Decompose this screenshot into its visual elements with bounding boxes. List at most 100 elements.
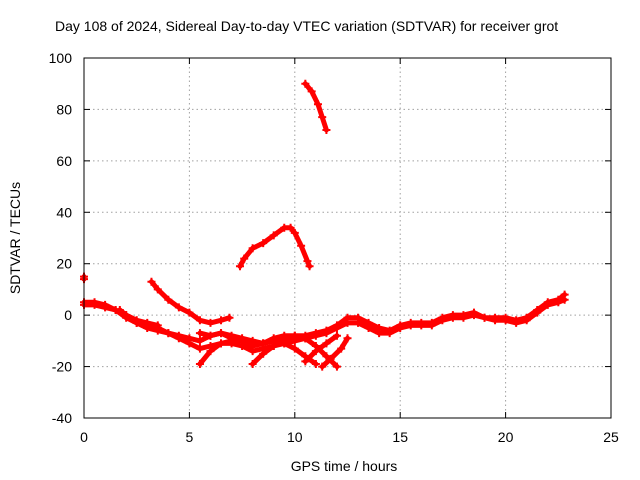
series-track-5 — [147, 277, 234, 327]
y-tick-labels: 100 80 60 40 20 0 -20 -40 — [49, 50, 73, 426]
data-point — [206, 331, 215, 340]
data-point — [326, 354, 335, 363]
series-line — [149, 279, 232, 326]
series-track-11 — [235, 223, 314, 271]
data-point — [235, 262, 244, 271]
data-point — [311, 347, 320, 356]
data-point — [385, 329, 394, 338]
y-tick-label: 80 — [56, 101, 72, 117]
data-point — [438, 316, 447, 325]
series-line — [237, 225, 313, 269]
data-point — [313, 100, 322, 109]
x-axis-label: GPS time / hours — [291, 458, 398, 474]
data-point — [206, 347, 215, 356]
data-point — [195, 360, 204, 368]
x-tick-label: 0 — [80, 429, 88, 445]
series-track-8 — [248, 331, 341, 371]
data-point — [164, 295, 173, 304]
data-point — [322, 339, 331, 348]
data-point — [396, 324, 405, 332]
y-axis-label: SDTVAR / TECUs — [7, 182, 23, 294]
x-tick-label: 20 — [498, 429, 514, 445]
data-point — [375, 329, 384, 338]
data-point — [248, 360, 257, 368]
data-point — [301, 334, 310, 343]
data-point — [322, 126, 331, 134]
data-point — [174, 334, 183, 343]
grid-lines — [84, 58, 611, 418]
data-point — [259, 239, 268, 248]
y-tick-label: 60 — [56, 153, 72, 169]
data-point — [259, 339, 268, 348]
data-point — [225, 313, 234, 322]
series-line — [319, 335, 350, 370]
data-point — [322, 352, 331, 361]
data-point — [343, 334, 352, 343]
data-point — [364, 324, 373, 332]
data-point — [290, 228, 299, 237]
data-point — [238, 336, 247, 345]
data-point — [332, 362, 341, 371]
data-point — [343, 318, 352, 327]
data-point — [147, 277, 156, 286]
data-point — [301, 357, 310, 366]
data-point — [248, 347, 257, 356]
data-point — [269, 342, 278, 350]
data-point — [259, 349, 268, 358]
data-point — [318, 362, 327, 371]
data-point — [286, 223, 295, 232]
data-point — [406, 321, 415, 330]
x-tick-label: 15 — [392, 429, 408, 445]
data-point — [311, 331, 320, 340]
y-tick-label: -40 — [52, 410, 72, 426]
data-point — [491, 316, 500, 325]
data-point — [522, 316, 531, 325]
data-point — [217, 339, 226, 348]
data-point — [543, 300, 552, 309]
data-point — [101, 303, 110, 312]
data-point — [132, 316, 141, 325]
series-track-9 — [301, 331, 341, 366]
data-point — [311, 360, 320, 368]
data-point — [318, 113, 327, 122]
data-point — [303, 257, 312, 266]
data-point — [305, 262, 314, 271]
data-point — [185, 339, 194, 348]
data-point — [195, 316, 204, 325]
data-point — [337, 344, 346, 353]
data-point — [533, 308, 542, 317]
data-point — [307, 87, 316, 96]
data-point — [290, 331, 299, 340]
y-tick-label: 40 — [56, 204, 72, 220]
data-point — [280, 334, 289, 343]
series-layer — [80, 79, 569, 371]
data-point — [427, 321, 436, 330]
data-point — [480, 313, 489, 322]
series-track-3 — [80, 295, 569, 356]
data-point — [248, 339, 257, 348]
data-point — [354, 318, 363, 327]
x-tick-label: 10 — [287, 429, 303, 445]
series-track-12 — [301, 79, 331, 134]
x-tick-labels: 0 5 10 15 20 25 — [80, 429, 619, 445]
chart-title: Day 108 of 2024, Sidereal Day-to-day VTE… — [55, 18, 558, 34]
series-track-4 — [115, 306, 162, 330]
data-point — [115, 306, 124, 314]
y-tick-label: 20 — [56, 256, 72, 272]
series-line — [197, 338, 319, 367]
data-point — [512, 318, 521, 327]
data-point — [269, 231, 278, 240]
data-point — [217, 316, 226, 325]
y-tick-label: 0 — [64, 307, 72, 323]
data-point — [301, 79, 310, 88]
data-point — [290, 344, 299, 353]
plot-frame — [83, 57, 612, 419]
x-tick-label: 25 — [603, 429, 619, 445]
axis-ticks — [83, 57, 612, 419]
data-point — [240, 254, 249, 263]
data-point — [417, 321, 426, 330]
data-point — [227, 336, 236, 345]
series-line — [302, 333, 340, 364]
data-point — [332, 331, 341, 340]
